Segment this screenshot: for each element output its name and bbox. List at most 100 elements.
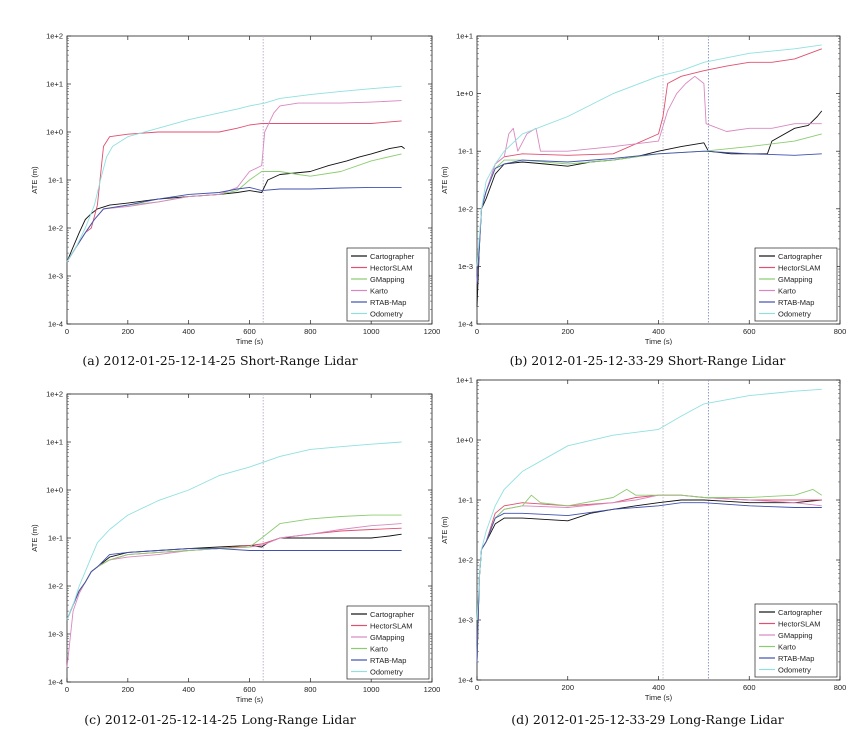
y-tick-label: 1e+0	[46, 128, 63, 137]
legend-label: Odometry	[370, 309, 403, 318]
x-tick-label: 1200	[424, 327, 440, 336]
y-tick-label: 1e+2	[46, 32, 63, 41]
x-tick-label: 200	[122, 685, 135, 694]
legend-label: Karto	[370, 644, 388, 653]
series-line-rtab-map	[66, 186, 402, 262]
x-tick-label: 1000	[363, 685, 380, 694]
legend-label: RTAB-Map	[370, 298, 406, 307]
chart-panel-d: 0 200 400 600 800 1e-4 1e-3 1e-2 1e-1 1e+0 1e+1 Tim…	[430, 368, 865, 734]
y-tick-label: 1e-3	[458, 262, 473, 271]
legend-box	[346, 605, 430, 680]
y-axis-label: ATE (m)	[30, 524, 39, 552]
y-tick-label: 1e-1	[458, 147, 473, 156]
x-tick-label: 0	[65, 685, 69, 694]
legend: Cartographer HectorSLAM GMapping Karto RTAB-…	[346, 247, 430, 322]
chart-a: 0 200 400 600 800 1000 1200 1e-4 1e-3 1e-2 1e-1 1e+…	[30, 32, 440, 347]
x-axis-label: Time (s)	[645, 337, 673, 345]
x-tick-label: 200	[561, 683, 574, 692]
y-tick-label: 1e-2	[48, 582, 63, 591]
legend-label: Karto	[778, 286, 796, 295]
x-tick-label: 600	[743, 683, 756, 692]
y-tick-label: 1e-4	[458, 320, 473, 329]
x-tick-label: 0	[475, 327, 479, 336]
y-tick-label: 1e+2	[46, 390, 63, 399]
x-tick-label: 200	[122, 327, 135, 336]
x-tick-label: 200	[561, 327, 574, 336]
x-tick-label: 800	[304, 685, 317, 694]
y-axis-label: ATE (m)	[440, 166, 449, 194]
x-axis-label: Time (s)	[236, 337, 264, 345]
legend-label: GMapping	[370, 275, 405, 284]
legend: Cartographer HectorSLAM GMapping Karto RTAB-…	[754, 603, 838, 678]
legend-box	[754, 603, 838, 678]
y-axis-label: ATE (m)	[30, 166, 39, 194]
x-tick-label: 400	[182, 685, 195, 694]
y-tick-label: 1e+0	[456, 89, 473, 98]
x-tick-label: 600	[243, 685, 256, 694]
chart-caption-a: (a) 2012-01-25-12-14-25 Short-Range Lida…	[82, 353, 358, 368]
y-tick-label: 1e+1	[456, 32, 473, 41]
y-tick-label: 1e-1	[48, 534, 63, 543]
legend: Cartographer HectorSLAM GMapping Karto RTAB-…	[754, 247, 838, 322]
series-line-odometry	[66, 441, 402, 620]
y-tick-label: 1e-3	[48, 630, 63, 639]
series-line-odometry	[476, 44, 822, 267]
series-line-karto	[476, 75, 822, 284]
y-axis-label: ATE (m)	[440, 516, 449, 544]
x-axis-label: Time (s)	[236, 695, 264, 704]
chart-c: 0 200 400 600 800 1000 1200 1e-4 1e-3 1e-2 1e-1 1e+…	[30, 390, 440, 705]
chart-panel-b: 0 200 400 600 800 1e-4 1e-3 1e-2 1e-1 1e+0 1e+1 Tim…	[430, 0, 865, 372]
legend-label: Odometry	[370, 667, 403, 676]
y-tick-label: 1e-2	[48, 224, 63, 233]
legend-label: GMapping	[778, 631, 813, 640]
series-line-odometry	[476, 388, 822, 621]
legend-label: Cartographer	[778, 608, 823, 617]
chart-caption-c: (c) 2012-01-25-12-14-25 Long-Range Lidar	[84, 712, 356, 727]
legend-label: Odometry	[778, 665, 811, 674]
y-tick-label: 1e-2	[458, 556, 473, 565]
legend-label: HectorSLAM	[778, 619, 821, 628]
chart-b: 0 200 400 600 800 1e-4 1e-3 1e-2 1e-1 1e+0 1e+1 Tim…	[440, 32, 847, 347]
y-tick-label: 1e-3	[458, 616, 473, 625]
legend-label: GMapping	[778, 275, 813, 284]
chart-caption-d: (d) 2012-01-25-12-33-29 Long-Range Lidar	[511, 712, 784, 727]
legend-label: Cartographer	[370, 610, 415, 619]
y-tick-label: 1e-4	[458, 676, 473, 685]
legend-label: HectorSLAM	[370, 621, 413, 630]
series-line-rtab-map	[476, 502, 822, 662]
legend-label: Cartographer	[370, 252, 415, 261]
chart-panel-c: 0 200 400 600 800 1000 1200 1e-4 1e-3 1e-2 1e-1 1e+…	[0, 368, 440, 734]
x-tick-label: 0	[65, 327, 69, 336]
x-tick-label: 800	[834, 327, 847, 336]
series-line-rtab-map	[476, 150, 822, 284]
legend-label: RTAB-Map	[370, 656, 406, 665]
legend-box	[754, 247, 838, 322]
x-tick-label: 600	[243, 327, 256, 336]
y-tick-label: 1e+0	[46, 486, 63, 495]
series-line-rtab-map	[66, 548, 402, 620]
y-tick-label: 1e-3	[48, 272, 63, 281]
y-tick-label: 1e-4	[48, 320, 63, 329]
x-tick-label: 400	[652, 327, 665, 336]
chart-panel-a: 0 200 400 600 800 1000 1200 1e-4 1e-3 1e-2 1e-1 1e+…	[0, 0, 440, 372]
series-line-cartographer	[476, 110, 823, 307]
y-tick-label: 1e+0	[456, 436, 473, 445]
x-tick-label: 800	[304, 327, 317, 336]
legend-label: Karto	[370, 286, 388, 295]
x-axis-label: Time (s)	[645, 693, 673, 702]
y-tick-label: 1e-1	[48, 176, 63, 185]
y-tick-label: 1e+1	[46, 80, 63, 89]
x-tick-label: 600	[743, 327, 756, 336]
legend-label: HectorSLAM	[778, 263, 821, 272]
y-tick-label: 1e-1	[458, 496, 473, 505]
x-tick-label: 1000	[363, 327, 380, 336]
legend-label: Cartographer	[778, 252, 823, 261]
legend-label: Odometry	[778, 309, 811, 318]
x-tick-label: 800	[834, 683, 847, 692]
legend-label: HectorSLAM	[370, 263, 413, 272]
y-tick-label: 1e-4	[48, 678, 63, 687]
x-tick-label: 400	[182, 327, 195, 336]
legend-label: RTAB-Map	[778, 654, 814, 663]
legend-box	[346, 247, 430, 322]
y-tick-label: 1e+1	[46, 438, 63, 447]
